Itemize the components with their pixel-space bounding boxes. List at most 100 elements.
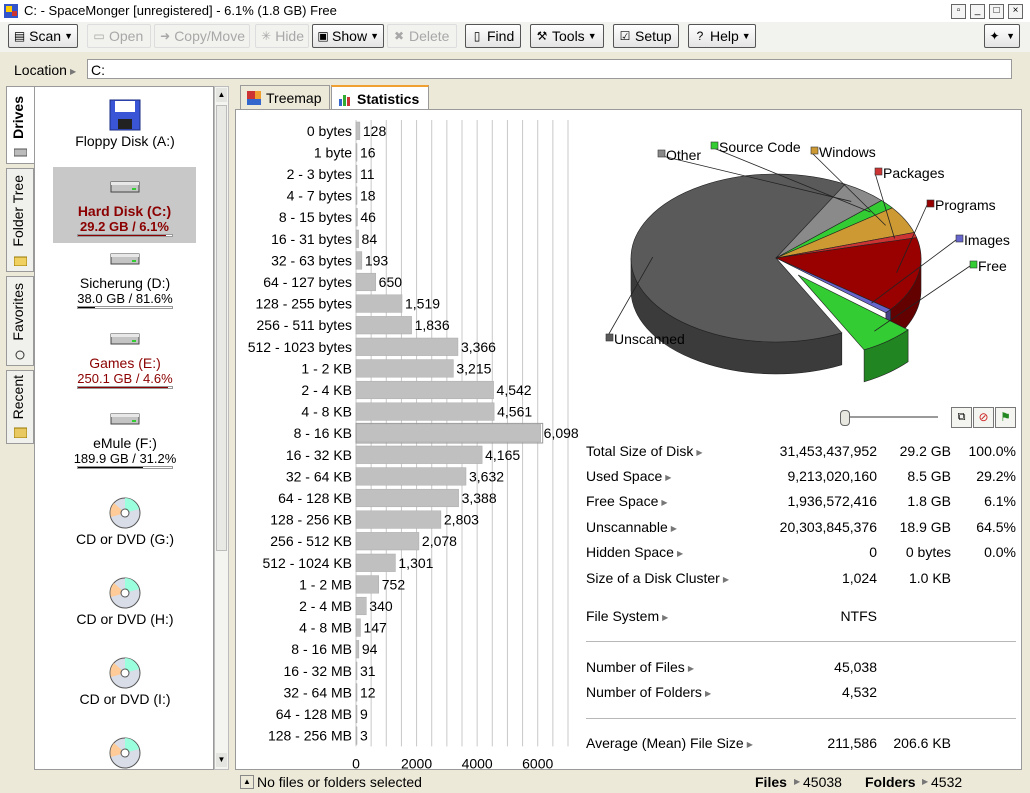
histogram-category-label: 8 - 15 bytes bbox=[279, 209, 352, 225]
app-menu-button[interactable]: ✦ ▼ bbox=[984, 24, 1020, 48]
histogram-category-label: 128 - 256 KB bbox=[270, 512, 352, 528]
histogram-bar[interactable] bbox=[355, 618, 361, 637]
setup-button[interactable]: ☑ Setup bbox=[613, 24, 679, 48]
histogram-bar[interactable] bbox=[355, 143, 358, 162]
maximize-icon[interactable]: □ bbox=[989, 4, 1004, 19]
histogram-value-label: 3,632 bbox=[469, 468, 504, 484]
drive-item[interactable]: CD or DVD (I:) bbox=[35, 657, 213, 707]
status-bar: ▲ No files or folders selected Files ▶ 4… bbox=[0, 772, 1030, 793]
pie-slice-label: Programs bbox=[935, 197, 996, 213]
show-button[interactable]: ▣ Show ▼ bbox=[312, 24, 384, 48]
histogram-bar[interactable] bbox=[355, 121, 361, 140]
restore-icon[interactable]: ▫ bbox=[951, 4, 966, 19]
help-icon: ? bbox=[696, 29, 704, 43]
histogram-bar[interactable] bbox=[355, 553, 396, 572]
histogram-bar[interactable] bbox=[355, 402, 495, 421]
location-input[interactable]: C: bbox=[87, 59, 1012, 79]
tab-folder-tree-label: Folder Tree bbox=[10, 175, 26, 247]
histogram-bar[interactable] bbox=[355, 424, 541, 443]
drive-name: CD or DVD (G:) bbox=[76, 531, 174, 547]
title-bar: C: - SpaceMonger [unregistered] - 6.1% (… bbox=[0, 0, 1030, 23]
histogram-bar[interactable] bbox=[355, 208, 358, 227]
histogram-bar[interactable] bbox=[355, 596, 367, 616]
stat-file-system-value: NTFS bbox=[840, 608, 877, 624]
copy-move-button[interactable]: ➜ Copy/Move bbox=[154, 24, 250, 48]
stat-folders-label: Number of Folders ▶ bbox=[586, 684, 712, 700]
histogram-bar[interactable] bbox=[355, 661, 358, 680]
histogram-bar[interactable] bbox=[355, 683, 358, 702]
status-up-icon[interactable]: ▲ bbox=[240, 775, 254, 789]
drive-item[interactable]: CD or DVD (H:) bbox=[35, 577, 213, 627]
histogram-bar[interactable] bbox=[355, 294, 403, 313]
find-button[interactable]: ▯ Find bbox=[465, 24, 521, 48]
histogram-bar[interactable] bbox=[355, 272, 376, 292]
histogram-bar[interactable] bbox=[355, 575, 380, 594]
drives-scrollbar[interactable]: ▲ ▼ bbox=[214, 86, 229, 770]
histogram-bar[interactable] bbox=[355, 164, 358, 184]
open-button[interactable]: ▭ Open bbox=[87, 24, 151, 48]
tab-folder-tree[interactable]: Folder Tree bbox=[6, 168, 34, 272]
flag-icon[interactable]: ⚑ bbox=[995, 407, 1016, 428]
histogram-bar[interactable] bbox=[355, 445, 483, 464]
close-icon[interactable]: × bbox=[1008, 4, 1023, 19]
histogram-bar[interactable] bbox=[355, 359, 454, 378]
copy-icon[interactable]: ⧉ bbox=[951, 407, 972, 428]
pie-slice[interactable] bbox=[798, 274, 909, 351]
stat-bytes: 9,213,020,160 bbox=[787, 468, 877, 484]
histogram-value-label: 16 bbox=[360, 144, 376, 160]
tab-recent[interactable]: Recent bbox=[6, 370, 34, 444]
histogram-bar[interactable] bbox=[355, 316, 412, 335]
histogram-bar[interactable] bbox=[355, 532, 420, 551]
histogram-bar[interactable] bbox=[355, 704, 358, 724]
scroll-up-icon[interactable]: ▲ bbox=[216, 88, 227, 102]
tab-treemap[interactable]: Treemap bbox=[240, 85, 330, 110]
pie-slice[interactable] bbox=[775, 257, 892, 314]
histogram-bar[interactable] bbox=[355, 726, 358, 745]
histogram-bar[interactable] bbox=[355, 467, 467, 486]
hide-icon: ✳ bbox=[261, 29, 272, 43]
histogram-value-label: 18 bbox=[360, 188, 376, 204]
histogram-category-label: 128 - 256 MB bbox=[268, 728, 352, 744]
drive-item[interactable] bbox=[35, 737, 213, 769]
drive-name: Games (E:) bbox=[89, 355, 161, 371]
histogram-bar[interactable] bbox=[355, 229, 359, 248]
drive-item[interactable]: Hard Disk (C:) 29.2 GB / 6.1% bbox=[53, 167, 196, 243]
pie-zoom-slider[interactable] bbox=[843, 416, 938, 418]
stop-icon[interactable]: ⊘ bbox=[973, 407, 994, 428]
histogram-value-label: 3,215 bbox=[456, 360, 491, 376]
tools-button[interactable]: ⚒ Tools ▼ bbox=[530, 24, 604, 48]
scroll-down-icon[interactable]: ▼ bbox=[216, 753, 227, 767]
delete-button[interactable]: ✖ Delete bbox=[387, 24, 457, 48]
drive-name: eMule (F:) bbox=[93, 435, 157, 451]
histogram-bar[interactable] bbox=[355, 251, 363, 270]
tab-favorites[interactable]: Favorites bbox=[6, 276, 34, 366]
scroll-thumb[interactable] bbox=[216, 105, 227, 551]
drive-item[interactable]: Floppy Disk (A:) bbox=[35, 99, 213, 149]
pie-slice[interactable] bbox=[774, 237, 922, 310]
histogram-bar[interactable] bbox=[355, 488, 459, 508]
help-button[interactable]: ? Help ▼ bbox=[688, 24, 756, 48]
scan-button[interactable]: ▤ Scan ▼ bbox=[8, 24, 78, 48]
drive-item[interactable]: eMule (F:) 189.9 GB / 31.2% bbox=[35, 411, 213, 469]
histogram-bar[interactable] bbox=[355, 337, 459, 356]
drive-item[interactable]: CD or DVD (G:) bbox=[35, 497, 213, 547]
minimize-icon[interactable]: _ bbox=[970, 4, 985, 19]
pie-leader-line bbox=[896, 204, 928, 273]
histogram-bar[interactable] bbox=[355, 510, 442, 529]
histogram-bar[interactable] bbox=[355, 640, 360, 659]
pie-legend-swatch bbox=[874, 167, 883, 176]
pie-legend-swatch bbox=[657, 149, 666, 158]
pie-zoom-slider-handle[interactable] bbox=[840, 410, 850, 426]
drive-item[interactable]: Sicherung (D:) 38.0 GB / 81.6% bbox=[35, 251, 213, 309]
drive-item[interactable]: Games (E:) 250.1 GB / 4.6% bbox=[35, 331, 213, 389]
harddisk-icon bbox=[110, 253, 140, 265]
pie-slice[interactable] bbox=[630, 173, 846, 343]
chevron-down-icon: ▼ bbox=[370, 31, 379, 41]
histogram-highlight bbox=[355, 422, 544, 444]
tab-statistics[interactable]: Statistics bbox=[331, 85, 429, 111]
histogram-bar[interactable] bbox=[355, 186, 358, 205]
tab-drives[interactable]: Drives bbox=[6, 86, 34, 164]
stat-human: 1.0 KB bbox=[908, 570, 951, 586]
hide-button[interactable]: ✳ Hide bbox=[255, 24, 309, 48]
histogram-bar[interactable] bbox=[355, 380, 494, 400]
